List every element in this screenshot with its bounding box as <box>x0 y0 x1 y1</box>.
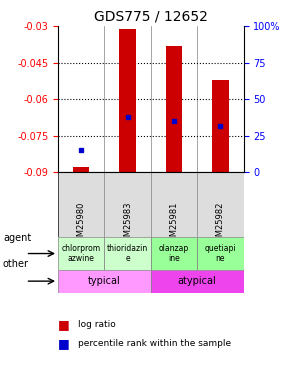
Text: GSM25980: GSM25980 <box>77 202 86 247</box>
FancyBboxPatch shape <box>151 270 244 292</box>
Text: GSM25983: GSM25983 <box>123 202 132 247</box>
Bar <box>119 28 136 172</box>
FancyBboxPatch shape <box>58 172 244 237</box>
Text: olanzap
ine: olanzap ine <box>159 244 189 263</box>
Text: GSM25982: GSM25982 <box>216 202 225 247</box>
Text: agent: agent <box>3 233 31 243</box>
Title: GDS775 / 12652: GDS775 / 12652 <box>94 10 208 24</box>
Bar <box>166 46 182 172</box>
Text: quetiapi
ne: quetiapi ne <box>204 244 236 263</box>
Text: log ratio: log ratio <box>78 320 116 329</box>
Text: atypical: atypical <box>178 276 217 286</box>
FancyBboxPatch shape <box>104 237 151 270</box>
Bar <box>73 168 89 172</box>
FancyBboxPatch shape <box>58 270 151 292</box>
Text: ■: ■ <box>58 337 70 350</box>
Bar <box>212 80 229 172</box>
Text: percentile rank within the sample: percentile rank within the sample <box>78 339 231 348</box>
Text: chlorprom
azwine: chlorprom azwine <box>62 244 101 263</box>
Text: GSM25981: GSM25981 <box>169 202 179 247</box>
Text: thioridazin
e: thioridazin e <box>107 244 148 263</box>
FancyBboxPatch shape <box>151 237 197 270</box>
Text: other: other <box>3 260 29 269</box>
FancyBboxPatch shape <box>58 237 104 270</box>
Text: typical: typical <box>88 276 121 286</box>
FancyBboxPatch shape <box>197 237 244 270</box>
Text: ■: ■ <box>58 318 70 331</box>
